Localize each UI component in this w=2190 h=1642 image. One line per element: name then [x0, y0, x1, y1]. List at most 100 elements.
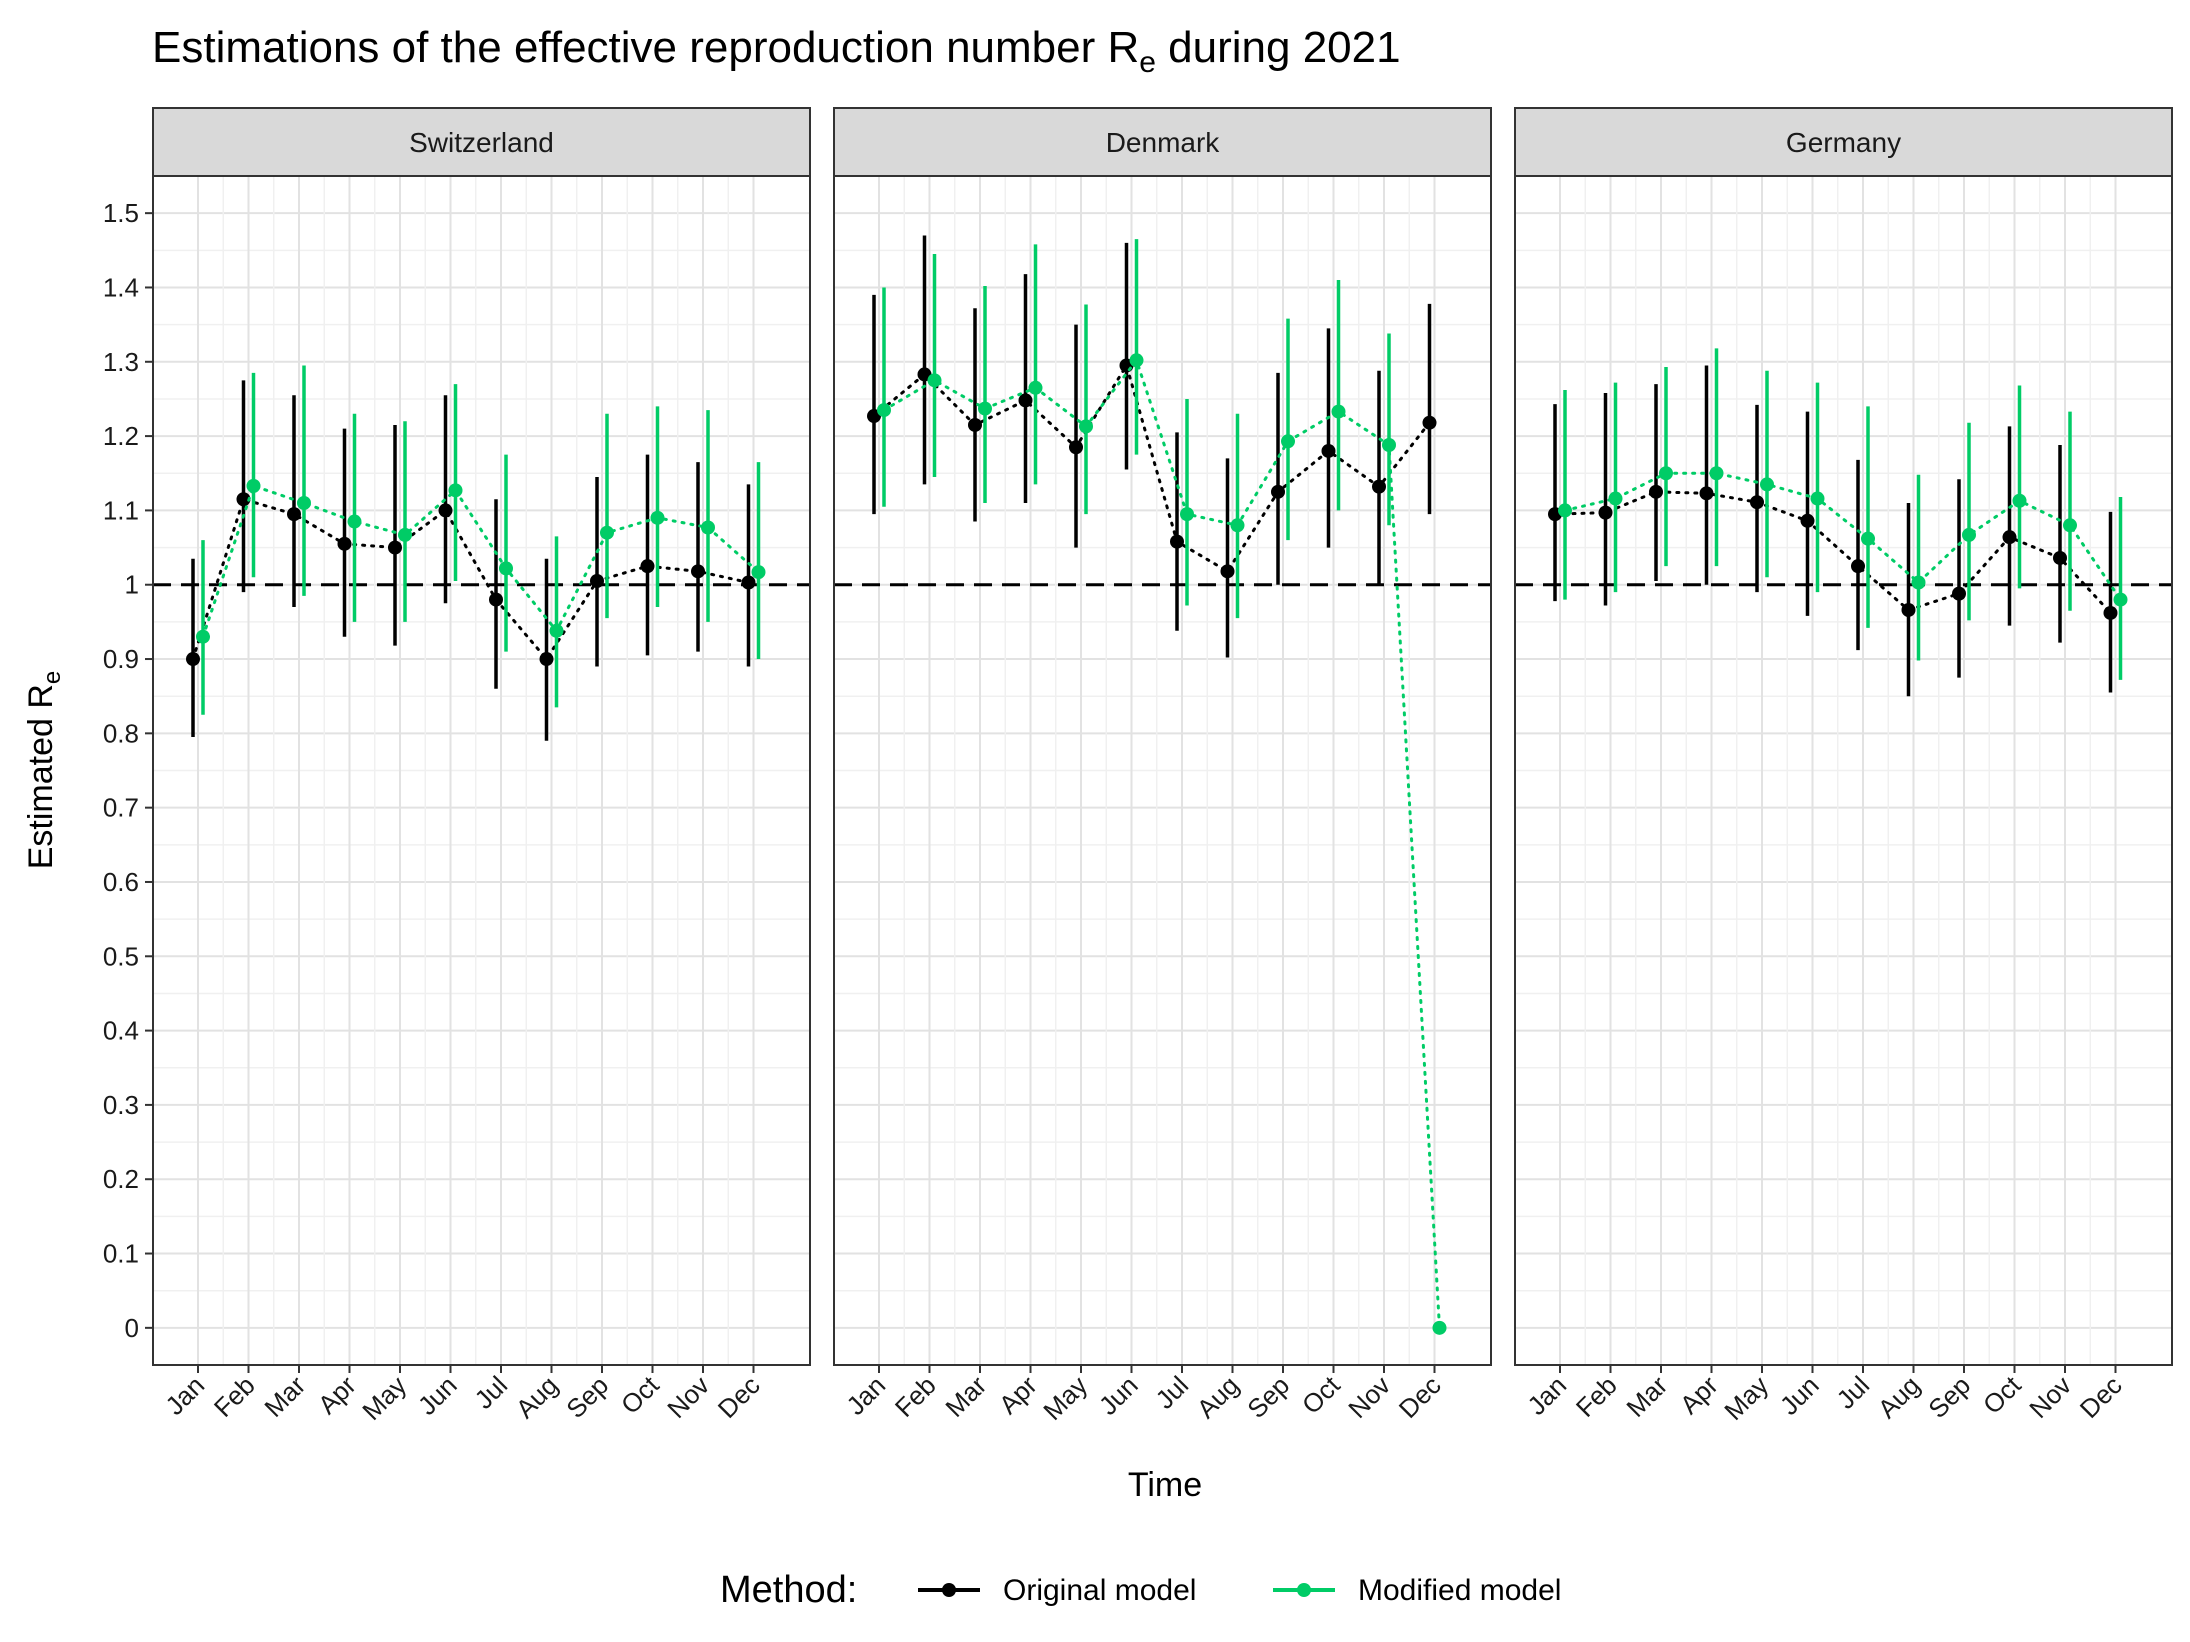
y-tick-label: 1 — [125, 570, 139, 600]
facet-strip-label: Switzerland — [409, 127, 554, 158]
data-point-original-model-dec — [741, 575, 756, 590]
x-tick-label: Aug — [1191, 1370, 1245, 1424]
x-tick-label: Feb — [889, 1370, 942, 1423]
data-point-modified-model-nov — [2063, 518, 2077, 533]
x-tick-label: Aug — [1872, 1370, 1926, 1424]
data-point-modified-model-oct — [650, 510, 665, 525]
facet-strip — [833, 107, 1492, 177]
x-tick-label: Jun — [412, 1370, 463, 1421]
x-tick-label: Feb — [208, 1370, 261, 1423]
facet-strip-label: Denmark — [1106, 127, 1221, 158]
data-point-original-model-apr — [1699, 486, 1714, 501]
data-point-modified-model-jul — [499, 561, 513, 576]
data-point-original-model-sep — [1952, 586, 1966, 601]
x-axis-title: Time — [1128, 1466, 1202, 1504]
data-point-original-model-aug — [539, 652, 554, 667]
x-tick-label: Mar — [1620, 1370, 1673, 1423]
data-point-original-model-dec — [2103, 605, 2118, 620]
y-tick-label: 0.4 — [103, 1016, 139, 1046]
x-tick-label: Jul — [1150, 1370, 1195, 1415]
data-point-modified-model-jan — [1558, 503, 1572, 518]
series-line-modified-model — [882, 357, 1441, 1330]
x-tick-label: Oct — [1977, 1369, 2027, 1419]
x-tick-label: Dec — [2074, 1370, 2128, 1424]
data-point-modified-model-jan — [196, 629, 210, 644]
x-tick-label: Feb — [1570, 1370, 1623, 1423]
data-point-original-model-jun — [1800, 513, 1815, 528]
x-tick-label: Oct — [615, 1369, 665, 1419]
y-tick-label: 1.2 — [103, 421, 139, 451]
data-point-original-model-mar — [1649, 484, 1663, 499]
data-point-original-model-oct — [1321, 443, 1336, 458]
data-point-modified-model-apr — [1028, 380, 1043, 395]
y-tick-label: 0.1 — [103, 1239, 139, 1269]
y-tick-label: 1.1 — [103, 495, 139, 525]
legend-title: Method: — [720, 1569, 857, 1611]
data-point-modified-model-jun — [1810, 491, 1825, 506]
facet-strip-label: Germany — [1786, 127, 1901, 158]
x-tick-label: Nov — [1342, 1370, 1396, 1424]
x-tick-label: Oct — [1296, 1369, 1346, 1419]
x-tick-label: Apr — [993, 1370, 1043, 1420]
x-tick-label: Jan — [840, 1370, 891, 1421]
data-point-original-model-jul — [1851, 559, 1865, 574]
x-tick-label: Nov — [2023, 1370, 2077, 1424]
y-tick-label: 0.3 — [103, 1090, 139, 1120]
data-point-original-model-nov — [691, 564, 705, 579]
legend-point-modified — [1297, 1583, 1311, 1597]
data-point-modified-model-nov — [701, 520, 715, 535]
x-tick-label: Apr — [1674, 1370, 1724, 1420]
data-point-modified-model-dec — [1432, 1320, 1447, 1335]
legend: Method: Original model Modified model — [720, 1569, 1561, 1611]
x-tick-label: Sep — [560, 1370, 614, 1424]
x-tick-label: Sep — [1922, 1370, 1976, 1424]
y-axis-title: Estimated Re — [22, 671, 66, 870]
data-point-original-model-jan — [186, 652, 200, 667]
y-tick-label: 1.3 — [103, 347, 139, 377]
data-point-modified-model-may — [1760, 477, 1774, 492]
data-point-original-model-sep — [590, 574, 604, 589]
data-point-original-model-oct — [640, 559, 655, 574]
data-point-modified-model-oct — [2012, 493, 2027, 508]
data-point-original-model-may — [388, 540, 402, 555]
data-point-original-model-mar — [968, 417, 982, 432]
y-tick-label: 0.6 — [103, 867, 139, 897]
x-tick-label: Aug — [510, 1370, 564, 1424]
x-tick-label: Jun — [1774, 1370, 1825, 1421]
data-point-original-model-aug — [1901, 602, 1916, 617]
x-tick-label: Jan — [1521, 1370, 1572, 1421]
x-tick-label: Jul — [1831, 1370, 1876, 1415]
data-point-original-model-nov — [2053, 550, 2067, 565]
x-tick-label: Dec — [712, 1370, 766, 1424]
x-tick-label: Dec — [1393, 1370, 1447, 1424]
y-tick-label: 1.5 — [103, 198, 139, 228]
series-line-modified-model — [1563, 471, 2122, 602]
data-point-modified-model-jul — [1180, 507, 1194, 522]
series-line-modified-model — [201, 483, 760, 639]
x-tick-label: Mar — [258, 1370, 311, 1423]
data-point-modified-model-mar — [978, 401, 992, 416]
data-point-modified-model-may — [398, 527, 412, 542]
data-point-original-model-oct — [2002, 530, 2017, 545]
data-point-modified-model-jun — [448, 483, 463, 498]
panel-border — [833, 175, 1492, 1366]
data-point-original-model-dec — [1422, 415, 1437, 430]
data-point-original-model-feb — [236, 492, 251, 507]
y-tick-label: 0.9 — [103, 644, 139, 674]
data-point-modified-model-mar — [1659, 466, 1673, 481]
x-tick-label: Jun — [1093, 1370, 1144, 1421]
x-tick-label: Sep — [1241, 1370, 1295, 1424]
data-point-original-model-sep — [1271, 484, 1285, 499]
data-point-original-model-mar — [287, 507, 301, 522]
data-point-modified-model-dec — [2113, 592, 2128, 607]
facet-strip — [152, 107, 811, 177]
data-point-original-model-nov — [1372, 479, 1386, 494]
data-point-modified-model-aug — [1911, 575, 1926, 590]
y-axis: 0 0.1 0.2 0.3 0.4 0.5 0.6 0.7 0.8 0.9 1 1.1 1.2 1.3 1.… — [103, 198, 153, 1343]
panel-border — [1514, 175, 2173, 1366]
